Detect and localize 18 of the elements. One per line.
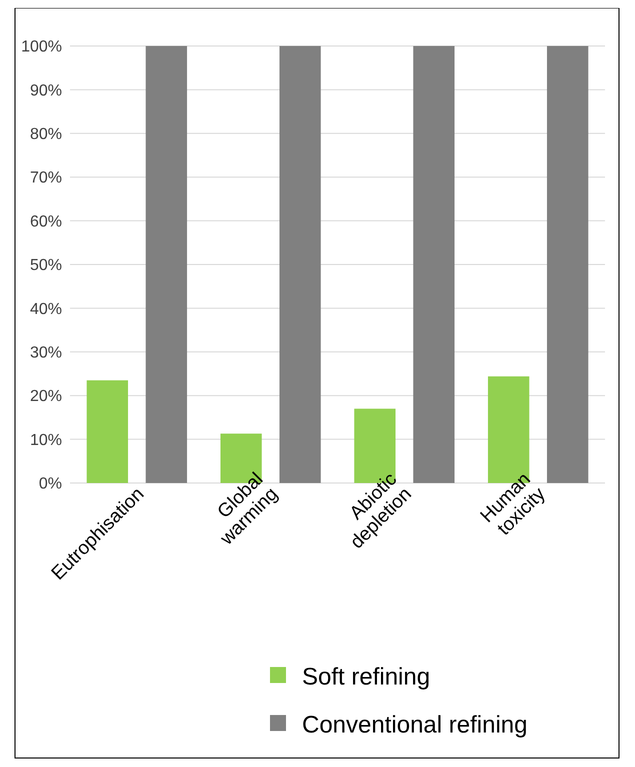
bar xyxy=(86,380,128,483)
bar xyxy=(279,46,321,483)
y-tick-label: 50% xyxy=(30,257,62,274)
y-tick-label: 10% xyxy=(30,432,62,449)
y-tick-label: 80% xyxy=(30,126,62,143)
bar xyxy=(546,46,588,483)
y-tick-label: 30% xyxy=(30,344,62,362)
legend-label: Soft refining xyxy=(302,663,430,690)
y-tick-label: 20% xyxy=(30,388,62,406)
y-tick-label: 100% xyxy=(21,38,62,56)
y-tick-label: 90% xyxy=(30,82,62,100)
y-tick-label: 60% xyxy=(30,213,62,230)
y-tick-label: 40% xyxy=(30,300,62,318)
legend-label: Conventional refining xyxy=(302,711,528,738)
y-tick-label: 70% xyxy=(30,170,62,187)
bar xyxy=(146,46,188,483)
bar xyxy=(413,46,455,483)
y-tick-label: 0% xyxy=(38,476,62,493)
